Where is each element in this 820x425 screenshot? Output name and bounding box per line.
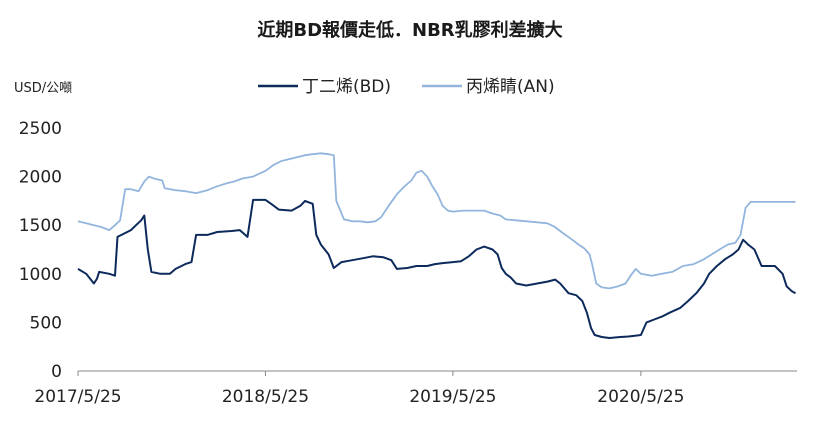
x-tick-label-1: 2018/5/25 [222, 387, 309, 407]
y-axis: 2500 2000 1500 1000 500 0 [19, 119, 62, 382]
y-tick-label-2: 1500 [19, 216, 62, 236]
series-layer [77, 152, 796, 339]
chart-title: 近期BD報價走低．NBR乳膠利差擴大 [257, 19, 562, 41]
legend: 丁二烯(BD) 丙烯睛(AN) [258, 77, 555, 97]
y-tick-label-1: 2000 [19, 168, 62, 188]
x-tick-label-0: 2017/5/25 [34, 387, 121, 407]
legend-label-bd: 丁二烯(BD) [302, 77, 391, 97]
legend-label-an: 丙烯睛(AN) [466, 77, 555, 97]
y-tick-label-5: 0 [51, 362, 62, 382]
x-tick-label-2: 2019/5/25 [409, 387, 496, 407]
x-tick-label-3: 2020/5/25 [597, 387, 684, 407]
y-tick-label-0: 2500 [19, 119, 62, 139]
y-axis-unit-label: USD/公噸 [14, 81, 72, 96]
y-tick-label-4: 500 [30, 313, 62, 333]
series-line-bd [77, 198, 796, 339]
x-axis: 2017/5/25 2018/5/25 2019/5/25 2020/5/25 [34, 370, 797, 407]
y-tick-label-3: 1000 [19, 265, 62, 285]
series-line-an [77, 152, 796, 290]
